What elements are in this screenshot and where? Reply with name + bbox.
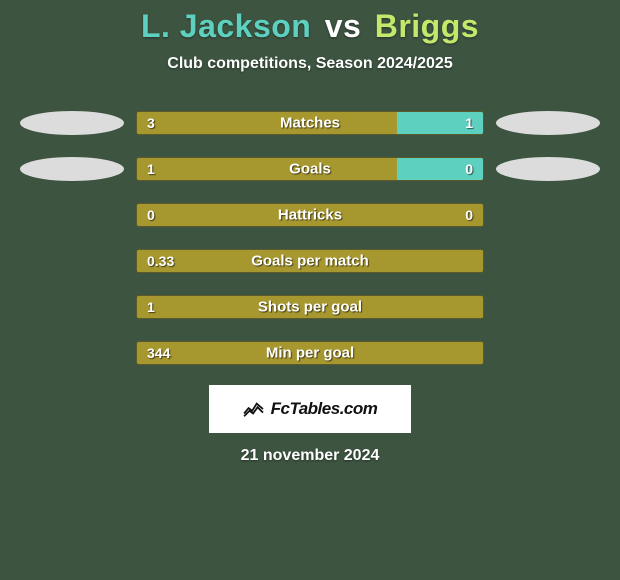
bar-left-fill (137, 112, 397, 134)
subtitle: Club competitions, Season 2024/2025 (0, 55, 620, 73)
player1-badge (20, 111, 124, 135)
stat-rows: 3Matches1 1Goals0 0Hattricks0 0.33Goals per… (0, 111, 620, 365)
stat-row: 1Goals0 (0, 157, 620, 181)
bar-left-fill (137, 342, 483, 364)
stat-bar: 1Goals0 (136, 157, 484, 181)
vs-text: vs (325, 8, 362, 44)
bar-left-fill (137, 296, 483, 318)
bar-left-fill (137, 250, 483, 272)
stat-bar: 3Matches1 (136, 111, 484, 135)
stat-bar: 1Shots per goal (136, 295, 484, 319)
bar-right-fill (397, 112, 484, 134)
stat-row: 344Min per goal (0, 341, 620, 365)
stat-row: 3Matches1 (0, 111, 620, 135)
stat-bar: 0Hattricks0 (136, 203, 484, 227)
stat-row: 0Hattricks0 (0, 203, 620, 227)
comparison-infographic: L. Jackson vs Briggs Club competitions, … (0, 0, 620, 580)
bar-left-fill (137, 204, 483, 226)
stat-bar: 344Min per goal (136, 341, 484, 365)
player1-badge (20, 157, 124, 181)
bar-right-fill (397, 158, 484, 180)
page-title: L. Jackson vs Briggs (0, 8, 620, 45)
bar-left-fill (137, 158, 397, 180)
player2-badge (496, 111, 600, 135)
player2-badge (496, 157, 600, 181)
player1-name: L. Jackson (141, 8, 311, 44)
footer-date: 21 november 2024 (0, 447, 620, 465)
stat-row: 1Shots per goal (0, 295, 620, 319)
brand-badge: FcTables.com (209, 385, 411, 433)
chart-icon (243, 400, 265, 418)
stat-bar: 0.33Goals per match (136, 249, 484, 273)
brand-text: FcTables.com (271, 399, 378, 419)
stat-row: 0.33Goals per match (0, 249, 620, 273)
player2-name: Briggs (375, 8, 479, 44)
